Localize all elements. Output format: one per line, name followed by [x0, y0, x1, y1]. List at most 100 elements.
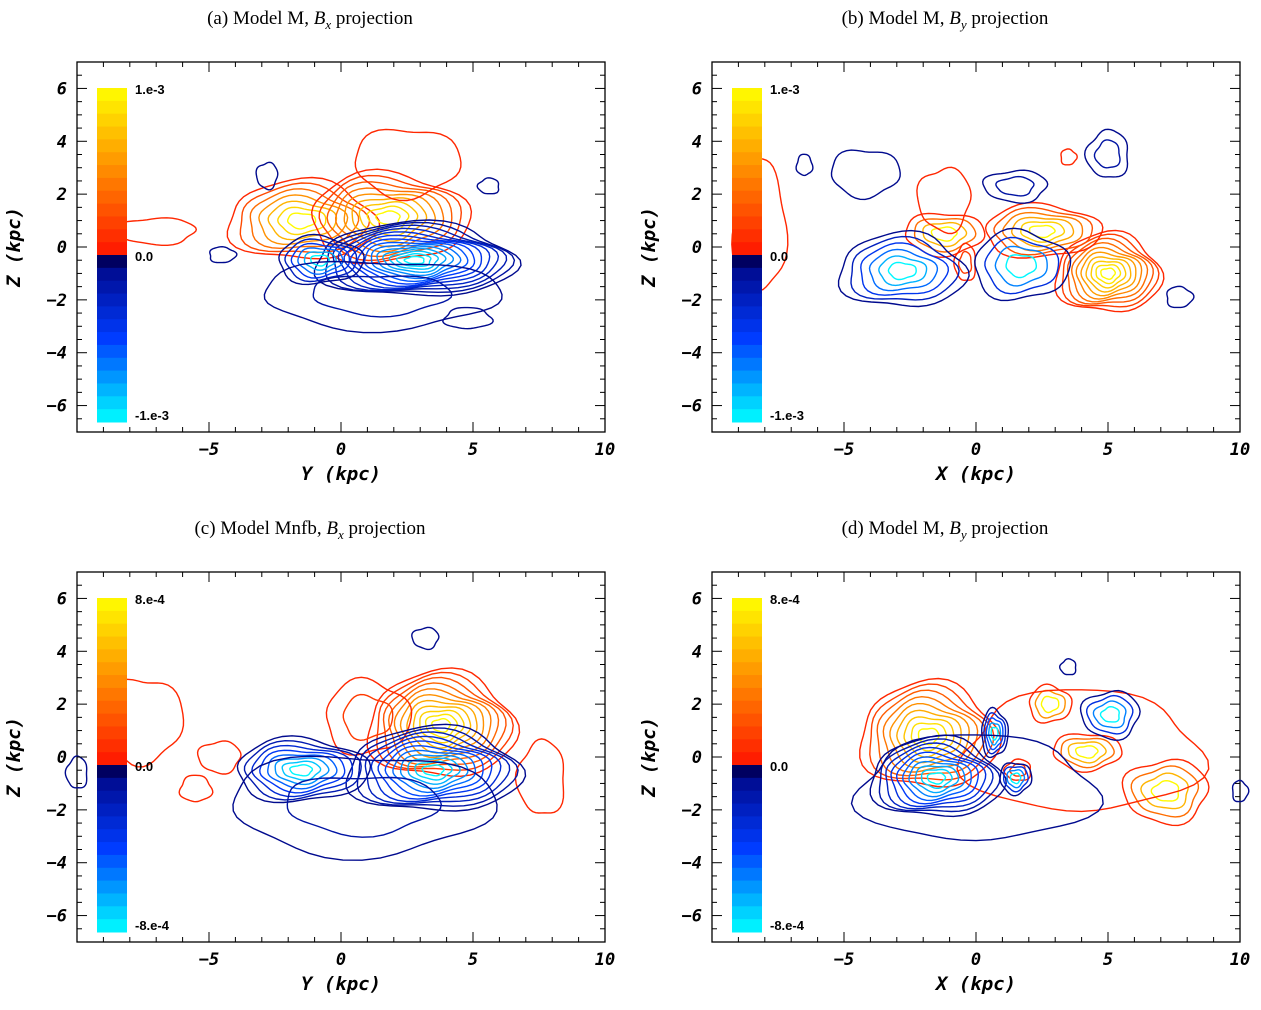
- colorbar-max-label: 1.e-3: [770, 82, 800, 97]
- contour-plot-a: 1.e-3 0.0 -1.e-3 −5 0 5 10 −6 −4 −2 0 2 4 6 Y (kpc) Z (…: [3, 61, 615, 485]
- y-axis-label: Z (kpc): [3, 207, 25, 288]
- x-axis-label: X (kpc): [934, 973, 1016, 995]
- y-tick-label: 2: [691, 185, 702, 205]
- negative-contour: [908, 760, 966, 798]
- y-tick-label: 0: [57, 238, 67, 258]
- y-tick-label: −2: [682, 291, 702, 311]
- positive-contour: [1075, 246, 1143, 300]
- colorbar-min-label: -1.e-3: [135, 408, 169, 423]
- negative-contour: [984, 236, 1060, 295]
- colorbar-segment: [97, 357, 127, 372]
- positive-contour: [196, 740, 242, 775]
- axis-ticks: [711, 61, 1241, 433]
- colorbar-min-label: -8.e-4: [135, 918, 170, 933]
- negative-contour: [64, 755, 88, 789]
- y-tick-label: −6: [47, 397, 67, 417]
- colorbar-segment: [732, 139, 762, 153]
- colorbar-segment: [97, 88, 127, 102]
- colorbar-segment: [97, 383, 127, 397]
- x-axis-label: Y (kpc): [301, 973, 381, 995]
- x-tick-label: 10: [595, 950, 615, 970]
- negative-contour: [994, 245, 1048, 287]
- colorbar-segment: [97, 713, 127, 727]
- colorbar-segment: [732, 396, 762, 410]
- panel-title: (c) Model Mnfb, Bx projection: [194, 518, 426, 542]
- colorbar-segment: [97, 409, 127, 423]
- x-tick-label: 5: [468, 950, 478, 970]
- negative-contour: [376, 245, 455, 277]
- colorbar-segment: [732, 229, 762, 243]
- negative-contour: [887, 261, 917, 281]
- negative-contour: [388, 250, 439, 270]
- colorbar-segment: [732, 177, 762, 192]
- negative-contour: [421, 764, 445, 777]
- y-tick-label: 6: [692, 79, 702, 99]
- positive-contour: [882, 695, 979, 773]
- negative-contour: [476, 177, 500, 195]
- negative-contour: [850, 734, 1104, 842]
- colorbar-max-label: 8.e-4: [770, 592, 800, 607]
- y-tick-label: −6: [682, 907, 702, 927]
- x-tick-label: 5: [1103, 440, 1113, 460]
- negative-contour: [281, 760, 322, 781]
- positive-contour: [1080, 251, 1137, 297]
- y-tick-label: 6: [57, 589, 67, 609]
- colorbar-segment: [97, 777, 127, 792]
- colorbar-segment: [97, 610, 127, 625]
- y-tick-label: −6: [47, 907, 67, 927]
- colorbar-segment: [97, 765, 127, 779]
- contour-layer: [850, 657, 1250, 842]
- colorbar-segment: [97, 867, 127, 882]
- positive-contour: [869, 683, 995, 781]
- colorbar-segment: [732, 687, 762, 702]
- negative-contour: [297, 247, 344, 275]
- positive-contour: [399, 693, 485, 759]
- negative-contour: [901, 756, 972, 802]
- negative-contour: [290, 242, 351, 279]
- colorbar-segment: [97, 190, 127, 205]
- negative-contour: [1009, 772, 1022, 785]
- negative-contour: [236, 735, 372, 804]
- negative-contour: [274, 757, 330, 786]
- colorbar-segment: [97, 726, 127, 740]
- y-tick-label: 4: [692, 642, 702, 662]
- positive-contour: [358, 200, 419, 237]
- y-tick-label: 0: [692, 238, 702, 258]
- x-tick-label: 0: [971, 440, 981, 460]
- positive-contour: [1052, 733, 1123, 773]
- negative-contour: [259, 749, 346, 794]
- colorbar: 8.e-4 0.0 -8.e-4: [97, 592, 170, 933]
- negative-contour: [278, 233, 365, 286]
- colorbar-segment: [97, 752, 127, 766]
- y-tick-label: −4: [682, 854, 702, 874]
- colorbar-segment: [97, 139, 127, 153]
- colorbar-segment: [97, 919, 127, 933]
- colorbar-segment: [732, 190, 762, 205]
- axis-ticks: [76, 61, 606, 433]
- negative-contour: [980, 706, 1010, 759]
- colorbar-segment: [732, 880, 762, 894]
- colorbar-segment: [97, 306, 127, 320]
- colorbar-segment: [732, 113, 762, 128]
- negative-contour: [324, 221, 516, 294]
- colorbar-segment: [97, 255, 127, 269]
- negative-contour: [267, 754, 338, 790]
- negative-contour: [926, 772, 947, 785]
- negative-contour: [1005, 254, 1037, 279]
- negative-contour: [987, 722, 1002, 746]
- negative-contour: [878, 738, 1001, 813]
- negative-contour: [403, 255, 425, 265]
- colorbar-segment: [732, 267, 762, 282]
- colorbar-segment: [732, 344, 762, 359]
- negative-contour: [370, 735, 502, 803]
- colorbar-segment: [97, 662, 127, 676]
- colorbar-segment: [732, 255, 762, 269]
- y-tick-label: −2: [47, 291, 67, 311]
- axis-ticks: [76, 571, 606, 943]
- plot-frame: [76, 61, 606, 433]
- y-axis-label: Z (kpc): [3, 717, 25, 798]
- colorbar-mid-label: 0.0: [135, 249, 153, 264]
- colorbar-segment: [732, 867, 762, 882]
- negative-contour: [981, 169, 1049, 204]
- positive-contour: [910, 722, 948, 752]
